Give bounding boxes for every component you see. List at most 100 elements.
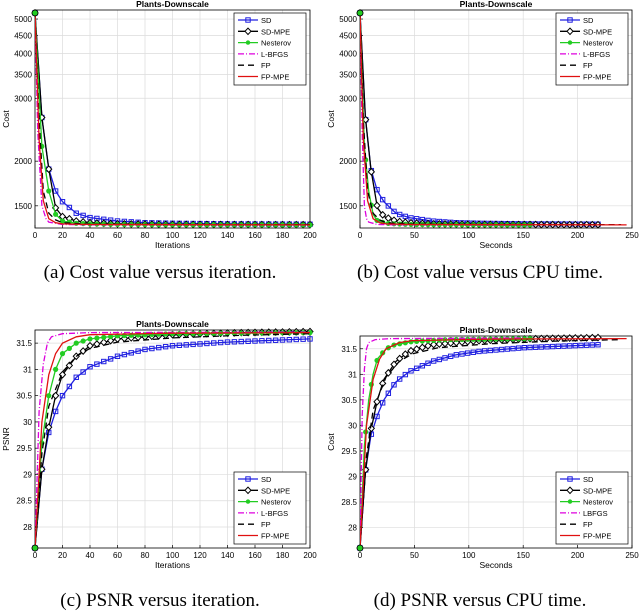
marker-sd: [459, 351, 465, 357]
legend-marker: [245, 476, 251, 482]
marker-nesterov: [101, 334, 107, 340]
x-tick-label: 150: [517, 231, 531, 240]
marker-nesterov: [80, 338, 86, 344]
x-tick-label: 50: [410, 551, 419, 560]
legend-label-fp-mpe: FP-MPE: [583, 532, 611, 541]
marker-sd: [272, 337, 279, 343]
legend: SD SD-MPE Nesterov LBFGS FP FP-MPE: [555, 471, 629, 545]
marker-sd: [162, 343, 169, 350]
marker-sd: [527, 344, 533, 351]
series-line-fp-mpe: [35, 12, 311, 226]
caption-a: (a) Cost value versus iteration.: [43, 262, 277, 283]
legend: SD SD-MPE Nesterov L-BFGS FP FP-MPE: [233, 12, 307, 86]
legend-label-sd-mpe: SD-MPE: [261, 486, 290, 495]
marker-sd: [142, 346, 148, 353]
marker-sd: [493, 347, 499, 353]
marker-sd: [396, 376, 403, 382]
legend-marker: [566, 27, 574, 36]
marker-sd-mpe: [373, 201, 381, 210]
marker-sd: [293, 336, 299, 343]
x-tick-label: 40: [86, 231, 95, 240]
y-tick-label: 31.5: [16, 339, 32, 348]
marker-sd: [101, 358, 107, 365]
x-axis-label: Seconds: [479, 240, 512, 250]
x-tick-label: 150: [517, 551, 531, 560]
marker-sd: [107, 356, 114, 362]
legend-marker: [567, 17, 573, 23]
y-tick-label: 29: [348, 472, 357, 481]
x-tick-label: 140: [221, 231, 235, 240]
y-tick-label: 1500: [339, 202, 357, 211]
x-tick-label: 60: [113, 231, 122, 240]
marker-sd: [419, 363, 426, 369]
legend: SD SD-MPE Nesterov L-BFGS FP FP-MPE: [233, 471, 307, 545]
series-line-fp: [360, 12, 622, 226]
marker-sd: [156, 344, 162, 351]
y-tick-label: 3500: [339, 70, 357, 79]
marker-sd-mpe: [418, 343, 427, 352]
marker-sd-mpe: [407, 346, 415, 355]
marker-sd: [447, 353, 454, 360]
marker-sd: [538, 344, 545, 350]
marker-sd: [413, 365, 420, 372]
legend-box: [233, 12, 307, 86]
x-tick-label: 180: [276, 551, 290, 560]
marker-sd: [94, 361, 100, 367]
marker-sd: [59, 199, 66, 205]
y-tick-label: 2000: [14, 157, 32, 166]
marker-sd-mpe: [65, 361, 74, 370]
y-tick-label: 31: [348, 370, 357, 379]
marker-nesterov: [59, 351, 66, 357]
series-line-fp: [35, 333, 311, 548]
marker-sd: [80, 212, 86, 219]
chart-panel-1: 0 50 100 150 200 250 1500 2000 3000 3500 4000 4500 5…: [326, 0, 639, 250]
marker-sd: [408, 368, 414, 374]
legend: SD SD-MPE Nesterov L-BFGS FP FP-MPE: [555, 12, 629, 86]
y-axis-label: PSNR: [1, 427, 11, 451]
marker-sd: [425, 360, 431, 366]
marker-sd: [595, 342, 601, 348]
legend-label-fp: FP: [261, 61, 271, 70]
chart-title: Plants-Downscale: [460, 0, 533, 9]
marker-sd: [385, 203, 392, 209]
legend-label-sd: SD: [261, 475, 272, 484]
marker-sd: [197, 341, 203, 347]
legend-label-l-bfgs: L-BFGS: [261, 50, 288, 59]
series-line-fp-mpe: [35, 331, 311, 548]
series-line-fp-mpe: [360, 12, 627, 226]
y-tick-label: 4500: [339, 31, 357, 40]
marker-nesterov: [73, 340, 79, 346]
marker-sd-mpe: [378, 210, 387, 219]
y-tick-label: 31.5: [341, 345, 357, 354]
legend-label-fp-mpe: FP-MPE: [261, 73, 289, 82]
x-tick-label: 250: [625, 231, 639, 240]
x-axis-label: Seconds: [479, 560, 512, 570]
marker-sd: [87, 364, 93, 370]
y-tick-label: 29: [23, 470, 32, 479]
x-tick-label: 40: [86, 551, 95, 560]
chart-panel-0: 0 20 40 60 80 100 120 140 160 180 200 1500 2000 3000 3…: [1, 0, 317, 250]
legend-label-fp: FP: [583, 520, 593, 529]
legend-marker: [566, 486, 574, 495]
x-tick-label: 200: [303, 231, 317, 240]
marker-sd: [481, 348, 488, 354]
y-tick-label: 3500: [14, 70, 32, 79]
caption-b: (b) Cost value versus CPU time.: [357, 262, 603, 283]
legend-label-l-bfgs: L-BFGS: [583, 50, 610, 59]
marker-sd-mpe: [45, 423, 53, 432]
x-tick-label: 200: [303, 551, 317, 560]
marker-sd: [583, 342, 590, 348]
marker-sd: [176, 342, 183, 348]
marker-sd: [259, 338, 265, 344]
x-tick-label: 180: [276, 231, 290, 240]
legend-label-nesterov: Nesterov: [583, 498, 613, 507]
x-tick-label: 50: [410, 231, 419, 240]
chart-title: Plants-Downscale: [136, 0, 209, 9]
marker-sd: [555, 343, 562, 350]
x-tick-label: 160: [248, 551, 262, 560]
x-axis-label: Iterations: [155, 560, 190, 570]
marker-sd: [561, 343, 567, 349]
marker-sd: [217, 339, 224, 346]
marker-nesterov: [108, 333, 114, 340]
x-tick-label: 20: [58, 231, 67, 240]
